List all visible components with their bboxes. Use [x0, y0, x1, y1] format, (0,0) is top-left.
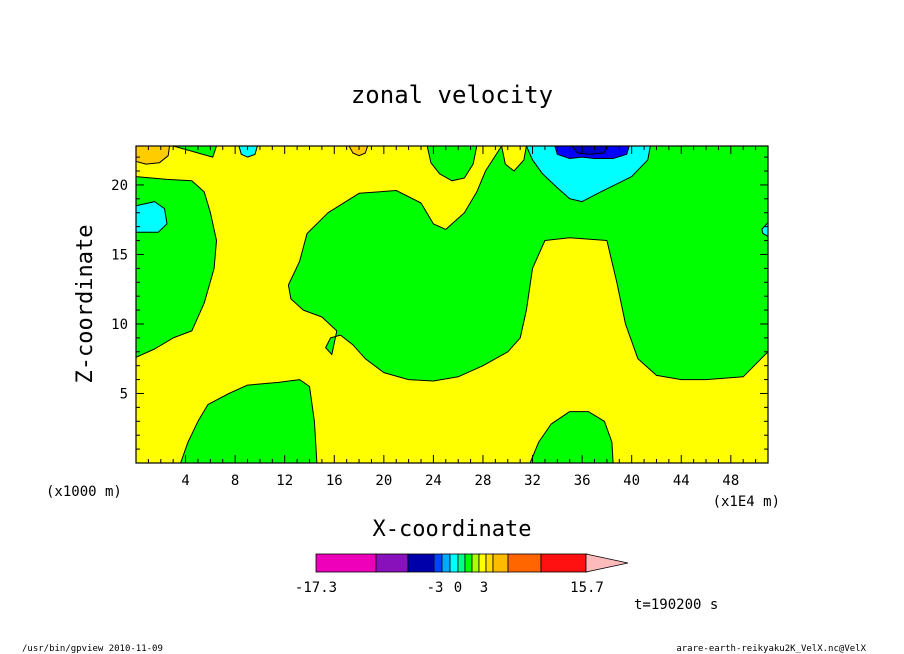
y-tick-label: 5 — [120, 386, 128, 402]
colorbar-label: 15.7 — [570, 580, 604, 596]
colorbar-segment — [433, 553, 443, 573]
y-axis-ticks: 5 10 15 20 — [111, 156, 768, 450]
colorbar-segment — [449, 553, 459, 573]
colorbar-segment — [407, 553, 435, 573]
x-tick-label: 36 — [574, 473, 591, 489]
x-unit-left: (x1000 m) — [46, 484, 122, 500]
chart-title: zonal velocity — [351, 81, 553, 109]
y-tick-label: 15 — [111, 247, 128, 263]
x-unit-right: (x1E4 m) — [713, 494, 780, 510]
colorbar-label: -3 — [427, 580, 444, 596]
x-tick-label: 4 — [181, 473, 189, 489]
x-tick-label: 12 — [276, 473, 293, 489]
colorbar-segment — [315, 553, 377, 573]
contour-green-top-small — [426, 146, 478, 182]
x-tick-label: 32 — [524, 473, 541, 489]
time-label: t=190200 s — [634, 597, 718, 613]
colorbar-label: 0 — [454, 580, 462, 596]
contour-green-upper-center — [287, 146, 768, 382]
footer-left: /usr/bin/gpview 2010-11-09 — [22, 644, 163, 654]
colorbar-segment — [457, 553, 466, 573]
footer-right: arare-earth-reikyaku2K_VelX.nc@VelX — [676, 644, 866, 654]
contour-cyan-top-small — [238, 146, 258, 158]
colorbar-segment — [375, 553, 409, 573]
x-tick-label: 20 — [375, 473, 392, 489]
x-tick-label: 16 — [326, 473, 343, 489]
colorbar-label: 3 — [480, 580, 488, 596]
contour-cyan-left-edge — [136, 201, 168, 233]
colorbar-segment — [471, 553, 480, 573]
contour-cyan-top-right — [525, 146, 651, 203]
colorbar — [315, 553, 629, 573]
x-tick-label: 44 — [673, 473, 690, 489]
colorbar-labels: -17.3 -3 0 3 15.7 — [295, 580, 604, 596]
x-tick-label: 24 — [425, 473, 442, 489]
colorbar-segment — [441, 553, 451, 573]
x-tick-label: 28 — [475, 473, 492, 489]
colorbar-segment — [478, 553, 487, 573]
colorbar-segment — [507, 553, 542, 573]
x-tick-label: 40 — [623, 473, 640, 489]
x-tick-label: 8 — [231, 473, 239, 489]
contour-green-top-left-small — [172, 146, 217, 158]
contour-green-lower-right — [529, 411, 614, 463]
y-tick-label: 10 — [111, 317, 128, 333]
x-axis-label: X-coordinate — [373, 517, 532, 542]
plot-frame — [135, 145, 769, 464]
x-tick-label: 48 — [722, 473, 739, 489]
y-axis-label: Z-coordinate — [73, 225, 98, 384]
colorbar-segment — [540, 553, 587, 573]
contour-orange-top-left — [136, 146, 170, 165]
contour-green-lower-left — [180, 379, 318, 463]
colorbar-segment — [492, 553, 509, 573]
x-axis-ticks: 4 8 12 16 20 24 28 32 36 40 44 48 — [147, 146, 757, 489]
contour-yellow-right-notch — [501, 146, 527, 172]
colorbar-label: -17.3 — [295, 580, 337, 596]
contour-cyan-right-edge — [761, 222, 768, 237]
colorbar-segment — [464, 553, 473, 573]
contour-orange-top-small — [348, 146, 369, 157]
colorbar-segment — [485, 553, 494, 573]
contour-regions — [136, 146, 768, 463]
y-tick-label: 20 — [111, 178, 128, 194]
contour-dark-blue-top — [571, 146, 608, 155]
colorbar-extension — [585, 553, 629, 573]
